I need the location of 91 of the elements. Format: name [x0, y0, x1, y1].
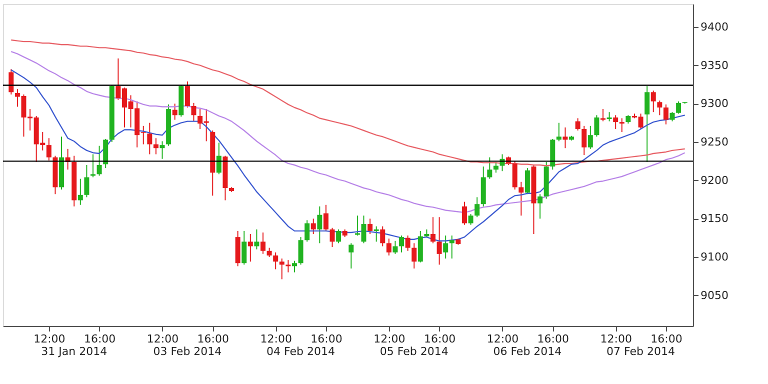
candlestick: [147, 122, 152, 155]
candlestick: [405, 235, 410, 252]
candlestick: [368, 218, 373, 234]
candlestick: [650, 90, 656, 113]
candlestick: [260, 232, 266, 254]
candlestick: [286, 260, 291, 273]
x-tick-label: 16:00: [537, 332, 569, 346]
candlestick: [449, 235, 454, 260]
candlestick: [304, 220, 310, 242]
candlestick: [46, 138, 52, 161]
x-tick-label: 12:00: [34, 332, 66, 346]
candlestick: [242, 230, 247, 266]
y-tick-label: 9100: [700, 250, 728, 264]
candlestick: [556, 122, 562, 142]
x-tick-label: 12:00: [260, 332, 292, 346]
candlestick: [676, 100, 682, 114]
candlestick: [273, 252, 278, 270]
x-tick-label: 12:00: [600, 332, 632, 346]
candlestick: [399, 235, 404, 253]
candlestick: [191, 102, 196, 122]
candlestick: [663, 104, 668, 125]
candlestick: [374, 226, 379, 242]
candlestick: [518, 181, 524, 216]
candlestick: [292, 260, 297, 273]
candlestick: [538, 194, 543, 220]
candlestick: [512, 160, 518, 190]
candlestick: [78, 178, 83, 206]
candlestick: [474, 196, 480, 218]
candlestick: [430, 216, 436, 244]
text: 06 Feb 2014: [493, 345, 562, 358]
candlestick: [582, 125, 587, 156]
x-tick-label: 16:00: [424, 332, 456, 346]
candlestick: [380, 226, 386, 247]
text: 05 Feb 2014: [380, 345, 448, 358]
candlestick: [386, 238, 392, 256]
candlestick: [575, 118, 580, 131]
candlestick: [84, 164, 90, 198]
candlestick: [619, 118, 624, 133]
candlestick: [644, 86, 650, 162]
candlestick: [412, 242, 417, 269]
candlestick: [443, 235, 448, 260]
candlestick: [487, 156, 492, 180]
candlestick: [670, 112, 675, 122]
candlestick: [172, 103, 178, 120]
candlestick: [298, 236, 304, 266]
candlestick: [153, 138, 158, 155]
candlestick: [606, 112, 612, 122]
text: 31 Jan 2014: [41, 345, 108, 358]
candlestick: [90, 154, 96, 178]
candlestick: [462, 201, 467, 226]
candlestick: [248, 234, 253, 262]
y-tick-label: 9200: [700, 174, 728, 187]
candlestick: [310, 218, 316, 234]
candlestick: [436, 216, 442, 266]
candlestick: [348, 242, 354, 269]
candlestick: [562, 126, 568, 149]
candlestick: [613, 114, 618, 130]
candlestick: [254, 228, 260, 250]
y-tick-label: 9050: [700, 288, 728, 302]
candlestick: [279, 258, 284, 280]
y-tick-label: 9150: [700, 212, 728, 226]
candlestick: [468, 214, 474, 226]
candlestick: [184, 80, 190, 108]
text: 07 Feb 2014: [606, 345, 676, 358]
x-tick-label: 16:00: [650, 332, 682, 346]
candlestick: [323, 204, 328, 232]
candlestick: [600, 108, 606, 122]
candlestick: [96, 145, 102, 176]
y-tick-label: 9350: [700, 58, 728, 72]
candlestick: [266, 247, 272, 258]
x-tick-label: 12:00: [146, 332, 179, 346]
candlestick: [524, 168, 530, 195]
candlestick: [594, 114, 600, 138]
text: 04 Feb 2014: [266, 345, 336, 358]
x-tick-label: 12:00: [374, 332, 406, 346]
candlestick: [160, 140, 165, 160]
candlestick: [657, 100, 662, 116]
x-tick-label: 16:00: [197, 332, 229, 346]
candlestick: [330, 227, 335, 248]
x-tick-label: 12:00: [486, 332, 519, 346]
x-tick-label: 16:00: [84, 332, 116, 346]
candlestick: [392, 240, 398, 254]
y-tick-label: 9300: [700, 97, 728, 110]
candlestick: [317, 206, 322, 244]
x-tick-label: 16:00: [310, 332, 342, 346]
candlestick: [8, 68, 14, 95]
candlestick: [588, 125, 593, 150]
candlestick: [336, 228, 342, 244]
y-tick-label: 9400: [700, 20, 728, 34]
text: 03 Feb 2014: [153, 345, 222, 358]
y-tick-label: 9250: [700, 136, 728, 148]
